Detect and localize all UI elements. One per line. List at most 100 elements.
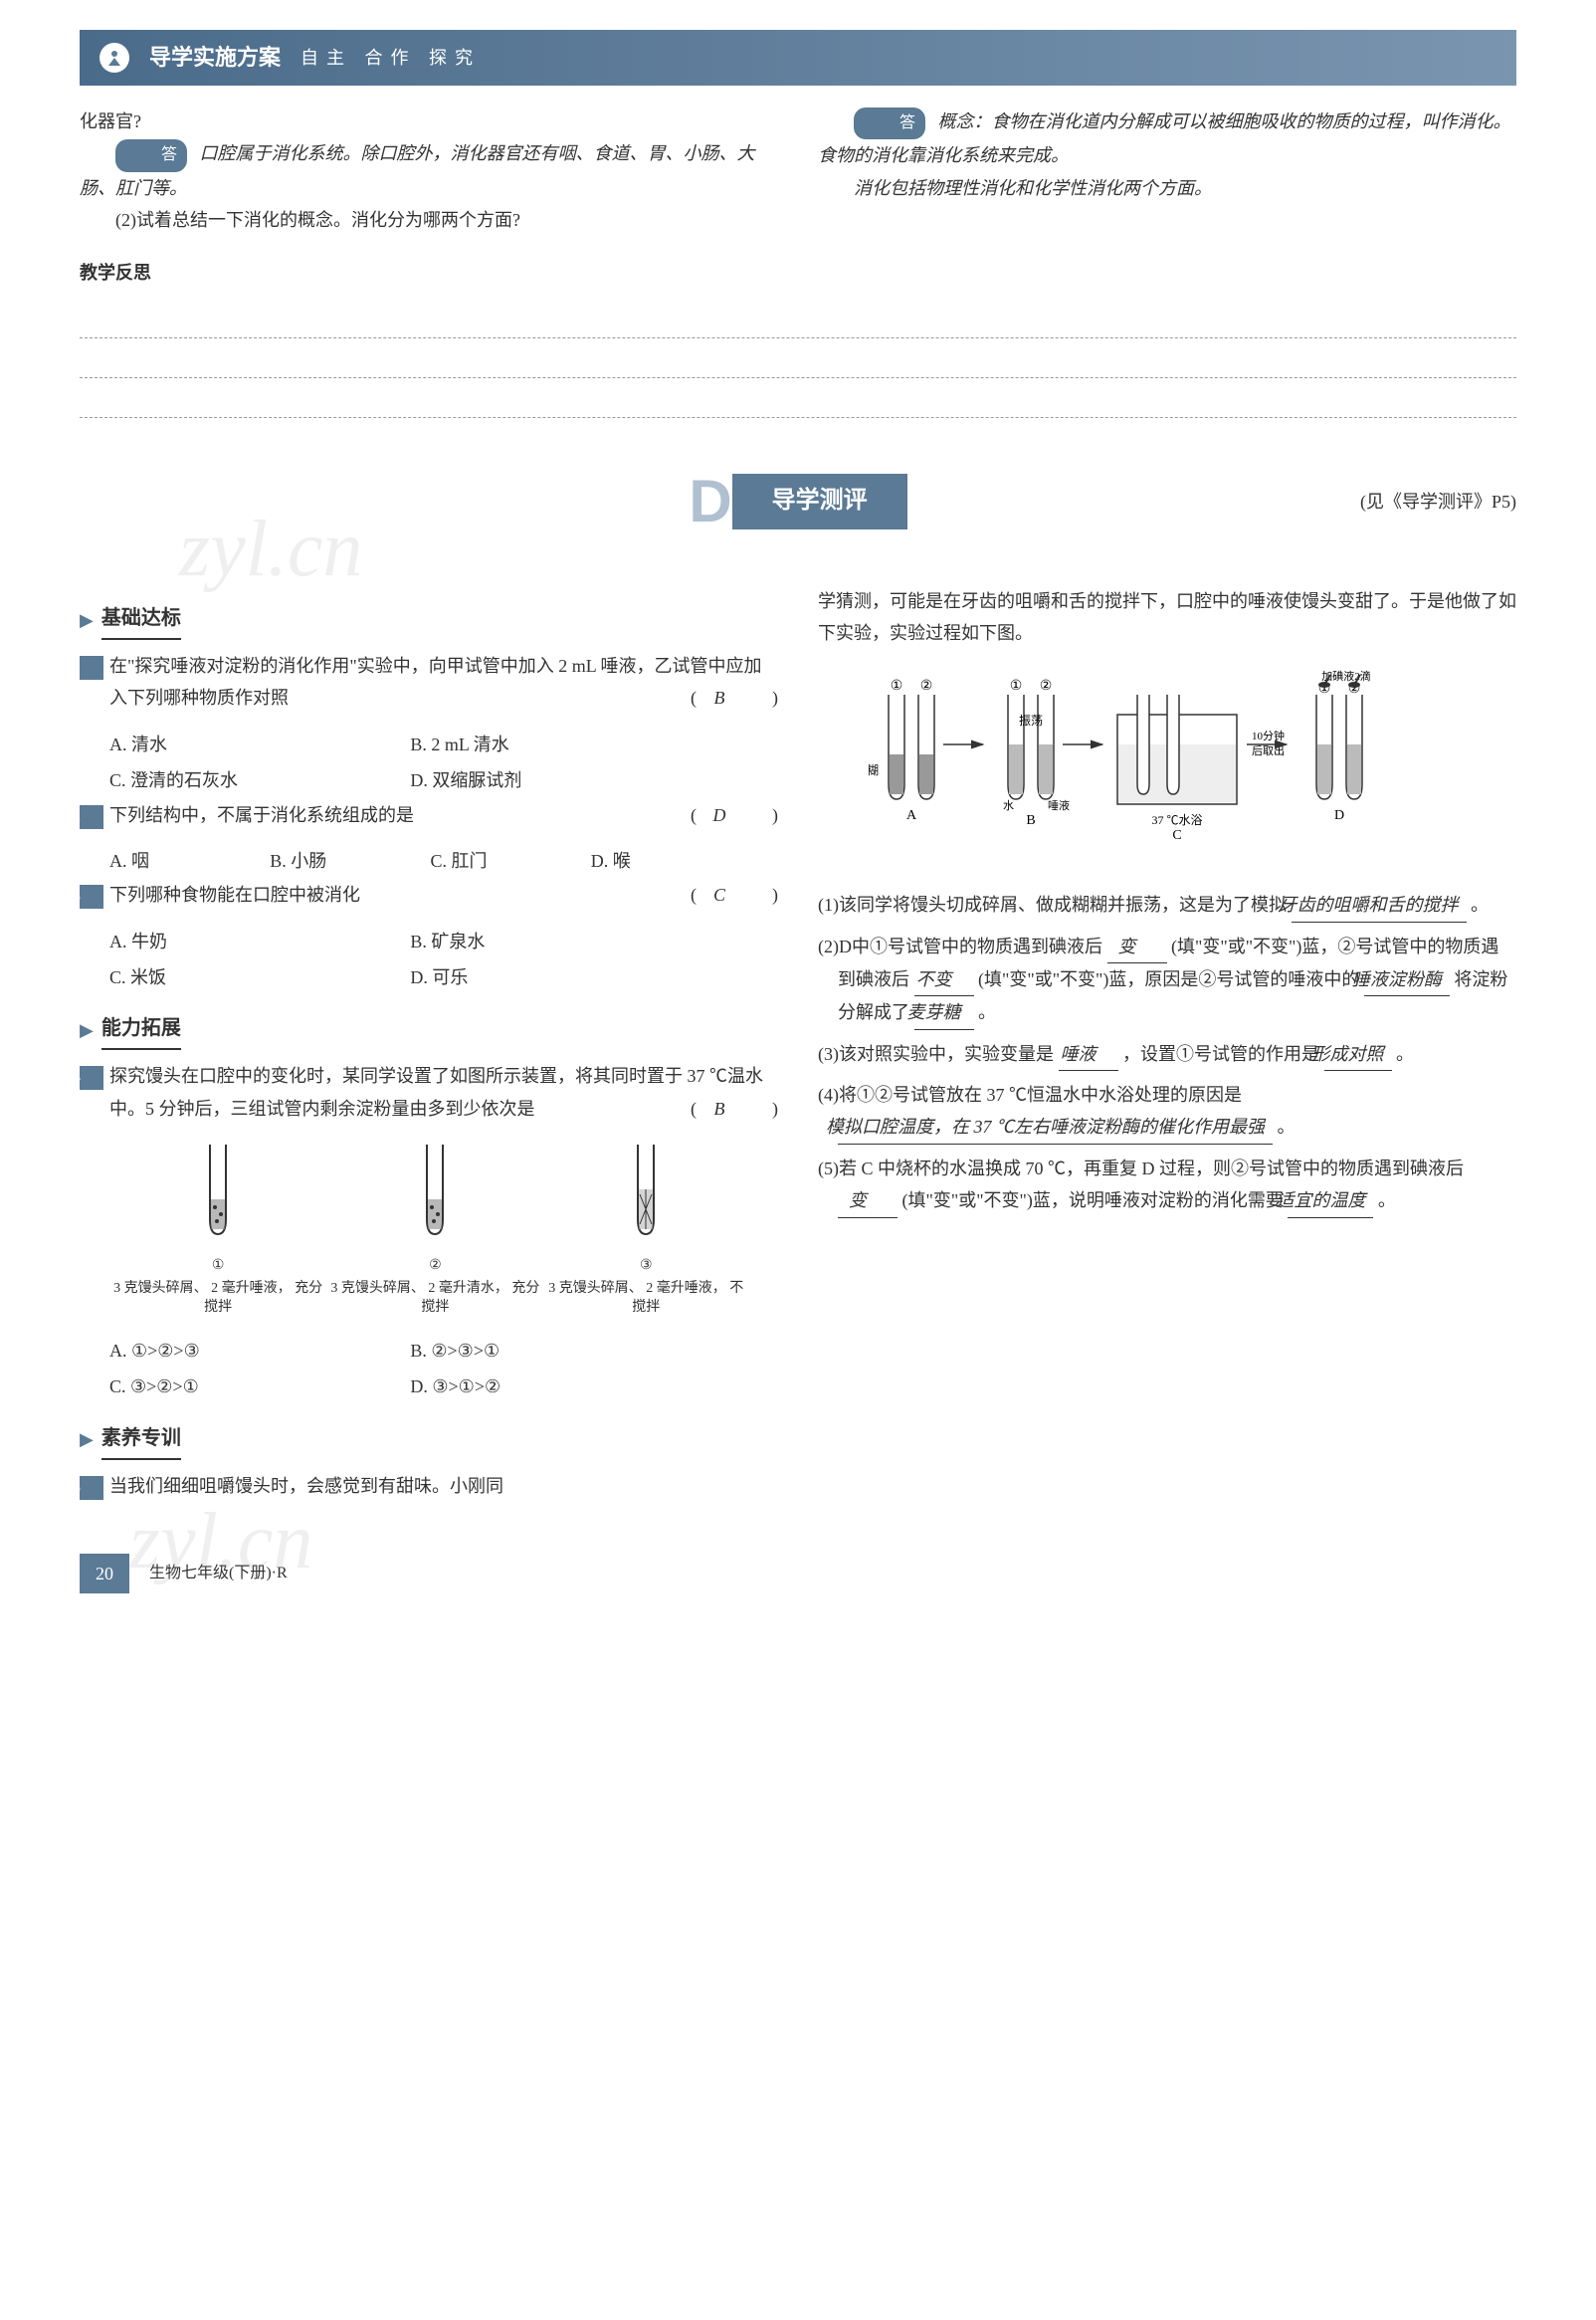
tube-2-num: ② (326, 1253, 543, 1278)
q-num-badge: 4 (80, 1066, 103, 1090)
ability-header: ▶ 能力拓展 (80, 1010, 778, 1050)
q4-opt-a: A. ①>②>③ (109, 1333, 410, 1369)
q5-sub5: (5)若 C 中烧杯的水温换成 70 ℃，再重复 D 过程，则②号试管中的物质遇… (818, 1153, 1516, 1218)
q1-opt-a: A. 清水 (109, 727, 410, 762)
answer-1: 答 口腔属于消化系统。除口腔外，消化器官还有咽、食道、胃、小肠、大肠、肛门等。 (80, 137, 778, 204)
q-num-badge: 5 (80, 1476, 103, 1500)
eval-ref: (见《导学测评》P5) (1360, 486, 1516, 518)
right-main-column: 学猜测，可能是在牙齿的咀嚼和舌的搅拌下，口腔中的唾液使馒头变甜了。于是他做了如下… (818, 585, 1516, 1514)
svg-text:②: ② (1040, 679, 1053, 694)
q3-opt-a: A. 牛奶 (109, 924, 410, 959)
question-3: 3下列哪种食物能在口腔中被消化 ( C ) (80, 879, 778, 911)
footer-text: 生物七年级(下册)·R (149, 1560, 288, 1588)
experiment-svg: ① ② 糊糊 A ① ② 振荡 水 (869, 665, 1466, 864)
svg-text:37 ℃水浴: 37 ℃水浴 (1151, 813, 1202, 827)
tube-icon (415, 1140, 455, 1239)
q2-opt-a: A. 咽 (109, 843, 270, 879)
tube-1-desc: 3 克馒头碎屑、 2 毫升唾液， 充分搅拌 (109, 1279, 326, 1318)
header-title: 导学实施方案 (149, 38, 281, 78)
tube-1-num: ① (109, 1253, 326, 1278)
q-num-badge: 1 (80, 656, 103, 680)
tube-1: ① 3 克馒头碎屑、 2 毫升唾液， 充分搅拌 (109, 1140, 326, 1318)
svg-text:糊糊: 糊糊 (869, 762, 879, 777)
reflection-lines (80, 299, 1516, 418)
question-5: 5 当我们细细咀嚼馒头时，会感觉到有甜味。小刚同 (80, 1470, 778, 1502)
q5-sub3: (3)该对照实验中，实验变量是 唾液 ，设置①号试管的作用是 形成对照 。 (818, 1038, 1516, 1071)
q5-continuation: 学猜测，可能是在牙齿的咀嚼和舌的搅拌下，口腔中的唾液使馒头变甜了。于是他做了如下… (818, 585, 1516, 650)
dashed-line (80, 338, 1516, 378)
question-1: 1在"探究唾液对淀粉的消化作用"实验中，向甲试管中加入 2 mL 唾液，乙试管中… (80, 650, 778, 715)
literacy-header: ▶ 素养专训 (80, 1420, 778, 1460)
q4-text: 探究馒头在口腔中的变化时，某同学设置了如图所示装置，将其同时置于 37 ℃温水中… (109, 1066, 763, 1118)
eval-d-letter: D (689, 448, 731, 555)
dashed-line (80, 299, 1516, 338)
svg-text:B: B (1026, 813, 1035, 828)
blank: 变 (1107, 931, 1167, 963)
svg-text:C: C (1172, 828, 1181, 843)
experiment-diagram: ① ② 糊糊 A ① ② 振荡 水 (818, 665, 1516, 874)
tube-3-desc: 3 克馒头碎屑、 2 毫升唾液， 不搅拌 (544, 1279, 748, 1318)
q3-answer: ( C ) (720, 879, 778, 911)
svg-text:10分钟: 10分钟 (1252, 729, 1285, 742)
q2-answer: ( D ) (720, 799, 778, 831)
reflection-label: 教学反思 (80, 257, 1516, 289)
q4-opt-b: B. ②>③>① (410, 1333, 710, 1369)
q4-opt-c: C. ③>②>① (109, 1369, 410, 1404)
q1-opt-b: B. 2 mL 清水 (410, 727, 710, 762)
blank: 唾液淀粉酶 (1364, 963, 1450, 996)
basic-header: ▶ 基础达标 (80, 600, 778, 640)
q3-text: 下列哪种食物能在口腔中被消化 (109, 885, 360, 905)
q2-text: 下列结构中，不属于消化系统组成的是 (109, 805, 414, 825)
q5-sub1: (1)该同学将馒头切成碎屑、做成糊糊并振荡，这是为了模拟 牙齿的咀嚼和舌的搅拌 … (818, 889, 1516, 922)
tubes-diagram: ① 3 克馒头碎屑、 2 毫升唾液， 充分搅拌 ② 3 克馒头碎屑、 2 毫升清… (109, 1140, 748, 1318)
q1-opt-c: C. 澄清的石灰水 (109, 762, 410, 798)
q-num-badge: 2 (80, 805, 103, 829)
blank: 牙齿的咀嚼和舌的搅拌 (1292, 889, 1467, 922)
svg-text:①: ① (891, 679, 903, 694)
q2-opt-c: C. 肛门 (431, 843, 591, 879)
q1-prefix: 化器官? (80, 105, 778, 137)
tube-3: ③ 3 克馒头碎屑、 2 毫升唾液， 不搅拌 (544, 1140, 748, 1318)
right-column: 答 概念：食物在消化道内分解成可以被细胞吸收的物质的过程，叫作消化。食物的消化靠… (818, 105, 1516, 237)
answer-2-text2: 消化包括物理性消化和化学性消化两个方面。 (818, 172, 1516, 204)
question-2: 2 下列结构中，不属于消化系统组成的是 ( D ) (80, 799, 778, 831)
header-banner: 导学实施方案 自主 合作 探究 (80, 30, 1516, 86)
q1-answer: ( B ) (720, 682, 778, 714)
svg-text:水: 水 (1003, 799, 1014, 812)
question-4: 4探究馒头在口腔中的变化时，某同学设置了如图所示装置，将其同时置于 37 ℃温水… (80, 1060, 778, 1125)
q2-options: A. 咽 B. 小肠 C. 肛门 D. 喉 (80, 843, 778, 879)
header-subtitle: 自主 合作 探究 (300, 42, 481, 74)
blank: 麦芽糖 (914, 996, 974, 1029)
svg-text:A: A (906, 808, 917, 823)
q3-opt-b: B. 矿泉水 (410, 924, 710, 959)
q1-text: 在"探究唾液对淀粉的消化作用"实验中，向甲试管中加入 2 mL 唾液，乙试管中应… (109, 656, 762, 708)
blank: 不变 (914, 963, 974, 996)
arrow-icon: ▶ (80, 1423, 94, 1455)
blank: 唾液 (1059, 1038, 1118, 1071)
answer-badge-icon: 答 (115, 139, 187, 172)
q5-sub2: (2)D中①号试管中的物质遇到碘液后 变 (填"变"或"不变")蓝，②号试管中的… (818, 931, 1516, 1030)
top-content: 化器官? 答 口腔属于消化系统。除口腔外，消化器官还有咽、食道、胃、小肠、大肠、… (80, 105, 1516, 237)
blank: 模拟口腔温度，在 37 ℃左右唾液淀粉酶的催化作用最强 (838, 1111, 1273, 1144)
q1-options: A. 清水 B. 2 mL 清水 C. 澄清的石灰水 D. 双缩脲试剂 (80, 727, 778, 799)
ability-title: 能力拓展 (101, 1010, 181, 1050)
eval-title: 导学测评 (732, 474, 907, 528)
blank: 形成对照 (1324, 1038, 1392, 1071)
q4-opt-d: D. ③>①>② (410, 1369, 710, 1404)
q3-opt-d: D. 可乐 (410, 959, 710, 995)
q5-text: 当我们细细咀嚼馒头时，会感觉到有甜味。小刚同 (109, 1476, 503, 1496)
svg-text:振荡: 振荡 (1019, 714, 1043, 728)
blank: 适宜的温度 (1288, 1184, 1373, 1217)
page-number: 20 (80, 1554, 129, 1593)
logo-icon (100, 43, 129, 73)
basic-title: 基础达标 (101, 600, 181, 640)
q1-opt-d: D. 双缩脲试剂 (410, 762, 710, 798)
eval-banner: D 导学测评 (见《导学测评》P5) (80, 448, 1516, 555)
q3-opt-c: C. 米饭 (109, 959, 410, 995)
svg-text:唾液: 唾液 (1048, 798, 1070, 812)
q2-text: (2)试着总结一下消化的概念。消化分为哪两个方面? (80, 204, 778, 236)
q5-sub4: (4)将①②号试管放在 37 ℃恒温水中水浴处理的原因是 模拟口腔温度，在 37… (818, 1079, 1516, 1145)
q4-options: A. ①>②>③ B. ②>③>① C. ③>②>① D. ③>①>② (80, 1333, 778, 1405)
svg-text:②: ② (920, 679, 933, 694)
main-content: ▶ 基础达标 1在"探究唾液对淀粉的消化作用"实验中，向甲试管中加入 2 mL … (80, 585, 1516, 1514)
